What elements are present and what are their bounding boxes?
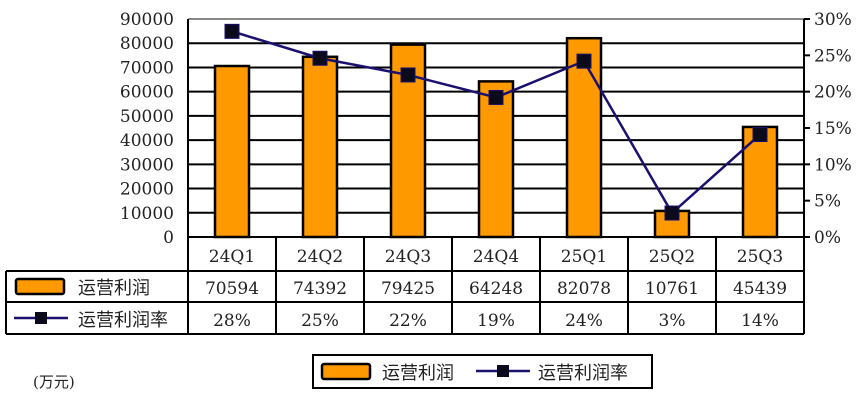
- category-label: 24Q2: [297, 247, 343, 267]
- rate-marker-25Q3: [752, 127, 768, 143]
- rate-marker-24Q3: [400, 67, 416, 83]
- right-axis-tick: 5%: [814, 192, 841, 212]
- left-axis-tick: 0: [163, 228, 174, 248]
- rate-marker-24Q1: [224, 23, 240, 39]
- legend-bar-swatch: [320, 362, 372, 381]
- right-axis-tick: 15%: [814, 119, 852, 139]
- rate-marker-25Q2: [664, 205, 680, 221]
- bar-24Q4: [477, 80, 515, 239]
- rate-value: 19%: [477, 311, 515, 331]
- bar-24Q2: [301, 55, 339, 239]
- left-axis-tick: 10000: [120, 204, 174, 224]
- right-axis-tick: 20%: [814, 83, 852, 103]
- category-label: 24Q4: [473, 247, 519, 267]
- left-axis-tick: 60000: [120, 83, 174, 103]
- table-marker-swatch: [35, 312, 47, 324]
- left-axis-tick: 20000: [120, 180, 174, 200]
- profit-value: 74392: [293, 279, 347, 299]
- left-axis-tick: 80000: [120, 34, 174, 54]
- table-bar-swatch: [14, 277, 66, 296]
- rate-marker-24Q2: [312, 50, 328, 66]
- bar-25Q3: [741, 125, 779, 239]
- rate-value: 3%: [659, 311, 686, 331]
- legend-marker-swatch: [497, 365, 509, 377]
- left-axis-tick: 50000: [120, 107, 174, 127]
- unit-label: (万元): [33, 373, 75, 391]
- right-axis-tick: 30%: [814, 10, 852, 30]
- right-axis-tick: 25%: [814, 46, 852, 66]
- category-label: 25Q3: [737, 247, 783, 267]
- rate-value: 14%: [741, 311, 779, 331]
- category-label: 25Q2: [649, 247, 695, 267]
- category-label: 25Q1: [561, 247, 607, 267]
- profit-value: 64248: [469, 279, 523, 299]
- bar-25Q1: [565, 36, 603, 239]
- table-row-label: 运营利润率: [78, 310, 168, 331]
- table-row-label: 运营利润: [78, 278, 150, 299]
- left-axis-tick: 40000: [120, 131, 174, 151]
- profit-value: 70594: [205, 279, 259, 299]
- left-axis-tick: 90000: [120, 10, 174, 30]
- rate-value: 25%: [301, 311, 339, 331]
- bar-24Q1: [213, 64, 251, 239]
- rate-value: 28%: [213, 311, 251, 331]
- left-axis-tick: 30000: [120, 155, 174, 175]
- rate-marker-24Q4: [488, 89, 504, 105]
- left-axis-tick: 70000: [120, 58, 174, 78]
- profit-value: 45439: [733, 279, 787, 299]
- legend-label: 运营利润: [382, 363, 454, 384]
- rate-marker-25Q1: [576, 53, 592, 69]
- right-axis-tick: 0%: [814, 228, 841, 248]
- category-label: 24Q3: [385, 247, 431, 267]
- rate-value: 24%: [565, 311, 603, 331]
- right-axis-tick: 10%: [814, 155, 852, 175]
- profit-value: 10761: [645, 279, 699, 299]
- legend-label: 运营利润率: [538, 363, 628, 384]
- profit-value: 82078: [557, 279, 611, 299]
- rate-value: 22%: [389, 311, 427, 331]
- profit-value: 79425: [381, 279, 435, 299]
- category-label: 24Q1: [209, 247, 255, 267]
